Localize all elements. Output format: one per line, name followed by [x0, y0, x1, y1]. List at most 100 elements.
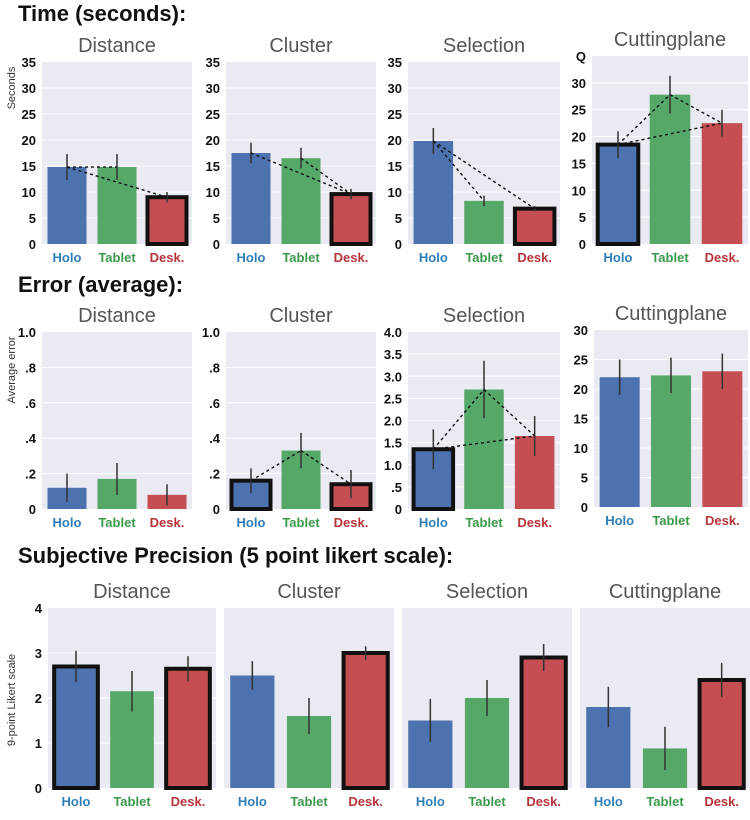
- panel-3-xtick-label-holo: Holo: [419, 250, 448, 265]
- panel-4-ytick-label: 20: [572, 130, 586, 145]
- panel-8-ytick-label: 15: [574, 412, 588, 427]
- panel-9-ytick-label: 2: [35, 691, 42, 706]
- panel-12-xtick-label-tablet: Tablet: [646, 794, 684, 809]
- panel-11-title: Selection: [446, 581, 528, 603]
- panel-7-ytick-label: 3.0: [384, 369, 402, 384]
- panel-7-ytick-label: 1.5: [384, 436, 402, 451]
- panel-1-ytick-label: 5: [29, 211, 36, 226]
- panel-2-bar-holo: [231, 153, 271, 244]
- panel-4-ytick-label: 30: [572, 76, 586, 91]
- panel-1-xtick-label-holo: Holo: [53, 250, 82, 265]
- panel-10-xtick-label-desk: Desk.: [348, 794, 383, 809]
- panel-4-dashed-link: [617, 94, 671, 146]
- panel-8-title: Cuttingplane: [615, 303, 727, 325]
- panel-10-xtick-label-holo: Holo: [238, 794, 267, 809]
- panel-4-ytick-label: 0: [579, 237, 586, 252]
- panel-8-ytick-label: 25: [574, 353, 588, 368]
- panel-2-ytick-label: 10: [206, 185, 220, 200]
- panel-5-ytick-label: 1.0: [18, 325, 36, 340]
- panel-2-ytick-label: 15: [206, 159, 220, 174]
- panel-2-bar-tablet: [281, 158, 321, 244]
- panel-5-ytick-label: .2: [25, 467, 36, 482]
- panel-2-ytick-label: 5: [213, 211, 220, 226]
- panel-6-dashed-link: [250, 449, 302, 482]
- panel-3-ytick-label: 20: [388, 133, 402, 148]
- panel-12-title: Cuttingplane: [609, 581, 721, 603]
- panel-7-ytick-label: 0: [395, 502, 402, 517]
- panel-5-xtick-label-desk: Desk.: [150, 515, 185, 530]
- panel-6-xtick-label-tablet: Tablet: [282, 515, 320, 530]
- panel-8-bar-desk: [702, 371, 743, 507]
- section-title-error: Error (average):: [18, 272, 183, 297]
- panel-10-bar-desk: [341, 651, 390, 790]
- panel-1-xtick-label-desk: Desk.: [150, 250, 185, 265]
- panel-2-ytick-label: 25: [206, 107, 220, 122]
- panel-8-ytick-label: 5: [581, 471, 588, 486]
- panel-6-xtick-label-desk: Desk.: [334, 515, 369, 530]
- panel-6-ytick-label: .8: [209, 360, 220, 375]
- panel-3-ytick-label: 35: [388, 55, 402, 70]
- panel-11-bar-desk: [519, 655, 568, 790]
- panel-8-bar-tablet: [650, 375, 692, 507]
- row-ylabel-average-error: Average error: [6, 336, 18, 403]
- panel-2-dashed-link: [250, 152, 352, 195]
- panel-6-dashed-link: [300, 450, 352, 485]
- panel-4-ytick-label: 5: [579, 210, 586, 225]
- panel-4-xtick-label-holo: Holo: [604, 250, 633, 265]
- panel-5-ytick-label: 0: [29, 502, 36, 517]
- panel-4-title: Cuttingplane: [614, 29, 726, 51]
- panel-6-ytick-label: 1.0: [202, 325, 220, 340]
- panel-2-ytick-label: 20: [206, 133, 220, 148]
- panel-1-ytick-label: 20: [22, 133, 36, 148]
- panel-2-dashed-link: [300, 157, 352, 195]
- section-title-precision: Subjective Precision (5 point likert sca…: [18, 543, 453, 568]
- panel-3-ytick-label: 5: [395, 211, 402, 226]
- panel-4-ytick-label: 15: [572, 156, 586, 171]
- panel-2-xtick-label-desk: Desk.: [334, 250, 369, 265]
- panel-3-ytick-label: 30: [388, 81, 402, 96]
- panel-8-ytick-label: 30: [574, 323, 588, 338]
- panel-3-bar-holo: [413, 141, 454, 244]
- panel-7-ytick-label: 4.0: [384, 325, 402, 340]
- panel-7-ytick-label: 2.5: [384, 391, 402, 406]
- panel-10-xtick-label-tablet: Tablet: [290, 794, 328, 809]
- panel-8-ytick-label: 20: [574, 382, 588, 397]
- panel-8-xtick-label-desk: Desk.: [705, 513, 740, 528]
- panel-2-xtick-label-tablet: Tablet: [282, 250, 320, 265]
- panel-9-xtick-label-desk: Desk.: [171, 794, 206, 809]
- panel-4-ytick-label: 10: [572, 183, 586, 198]
- panel-5-xtick-label-holo: Holo: [53, 515, 82, 530]
- panel-1-ytick-label: 35: [22, 55, 36, 70]
- panel-3-dashed-link: [432, 140, 485, 202]
- panel-9-xtick-label-tablet: Tablet: [113, 794, 151, 809]
- panel-1-xtick-label-tablet: Tablet: [98, 250, 136, 265]
- panel-6-xtick-label-holo: Holo: [237, 515, 266, 530]
- panel-4-ytick-label: Q: [576, 49, 586, 64]
- panel-3-ytick-label: 15: [388, 159, 402, 174]
- panel-11-xtick-label-holo: Holo: [416, 794, 445, 809]
- panel-3-xtick-label-tablet: Tablet: [465, 250, 503, 265]
- row-ylabel-seconds: Seconds: [6, 66, 18, 109]
- panel-1-bar-desk: [145, 195, 189, 246]
- panel-6-ytick-label: 0: [213, 502, 220, 517]
- panel-8-bar-holo: [599, 377, 640, 507]
- panel-4-xtick-label-desk: Desk.: [705, 250, 740, 265]
- panel-7-bar-holo: [411, 447, 456, 512]
- panel-7-xtick-label-desk: Desk.: [517, 515, 552, 530]
- panel-1-title: Distance: [78, 35, 156, 57]
- panel-3-xtick-label-desk: Desk.: [517, 250, 552, 265]
- panel-9-bar-holo: [52, 664, 100, 790]
- panel-6-title: Cluster: [269, 305, 333, 327]
- panel-12-xtick-label-desk: Desk.: [704, 794, 739, 809]
- panel-4-bar-desk: [701, 123, 743, 244]
- panel-7-ytick-label: 1.0: [384, 458, 402, 473]
- panel-10-title: Cluster: [277, 581, 341, 603]
- panel-5-ytick-label: .4: [25, 431, 37, 446]
- panel-7-title: Selection: [443, 305, 525, 327]
- panel-9-xtick-label-holo: Holo: [62, 794, 91, 809]
- panel-7-xtick-label-tablet: Tablet: [465, 515, 503, 530]
- panel-6-ytick-label: .4: [209, 431, 221, 446]
- panel-8-xtick-label-tablet: Tablet: [652, 513, 690, 528]
- panel-3-bar-tablet: [464, 200, 504, 244]
